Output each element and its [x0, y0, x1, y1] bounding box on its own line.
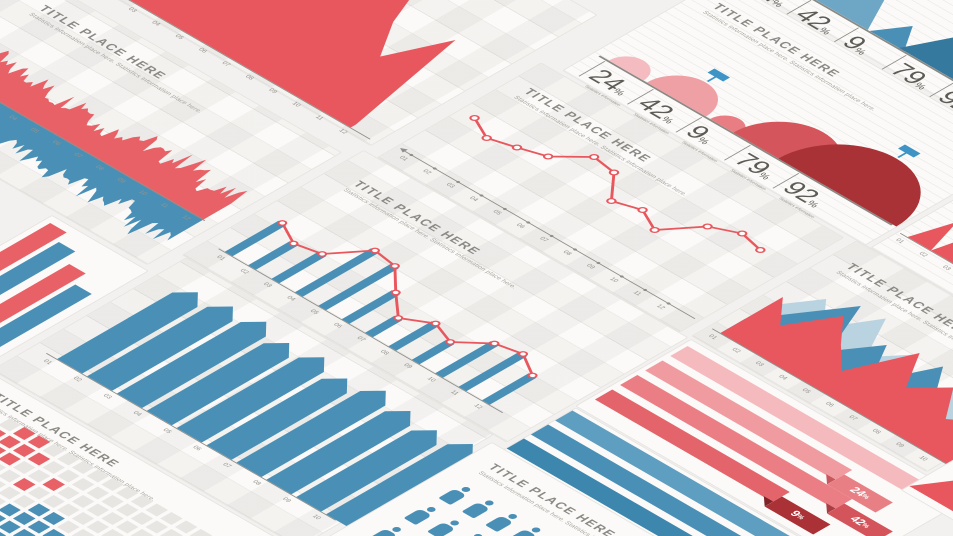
waveform-chart: [0, 11, 248, 241]
person-icon: [485, 511, 521, 532]
line-chart-chart: [469, 114, 766, 254]
mountains-panel: TITLE PLACE HERE Statistics information p…: [691, 240, 953, 498]
percent-sign: %: [609, 87, 627, 98]
person-icon: [427, 518, 463, 536]
percent-sign: %: [859, 522, 872, 530]
percent-sign: %: [694, 136, 712, 147]
percent-sign: %: [794, 513, 807, 521]
pentagon-bars-panel: 01 02 03 04 05 06 07 08 09 10: [0, 257, 494, 536]
line-chart-panel: TITLE PLACE HERE Statistics information p…: [376, 62, 845, 333]
percent-sign: %: [803, 199, 821, 210]
person-icon: [450, 531, 486, 536]
percent-sign: %: [755, 171, 773, 182]
bars-line-panel: TITLE PLACE HERE Statistics information p…: [181, 150, 689, 443]
corner-triangles-chart: [909, 471, 953, 536]
mountains-chart: [720, 297, 953, 482]
pentagon-bars-chart: [57, 292, 473, 529]
waffle-tile: [189, 529, 213, 536]
percent-sign: %: [859, 493, 872, 501]
ribbon-value-tag: 42%: [827, 503, 893, 536]
person-icon: [404, 504, 440, 525]
person-icon: [462, 498, 498, 519]
person-icon: [369, 524, 405, 536]
corner-triangles-panel: [900, 410, 953, 536]
waveform-panel: TITLE PLACE HERE Statistics information p…: [0, 0, 343, 265]
bars-line-chart: [224, 220, 538, 405]
person-icon: [438, 484, 474, 505]
red-area-chart: [65, 0, 456, 128]
person-icon: [508, 525, 544, 536]
percent-sign: %: [658, 115, 676, 126]
